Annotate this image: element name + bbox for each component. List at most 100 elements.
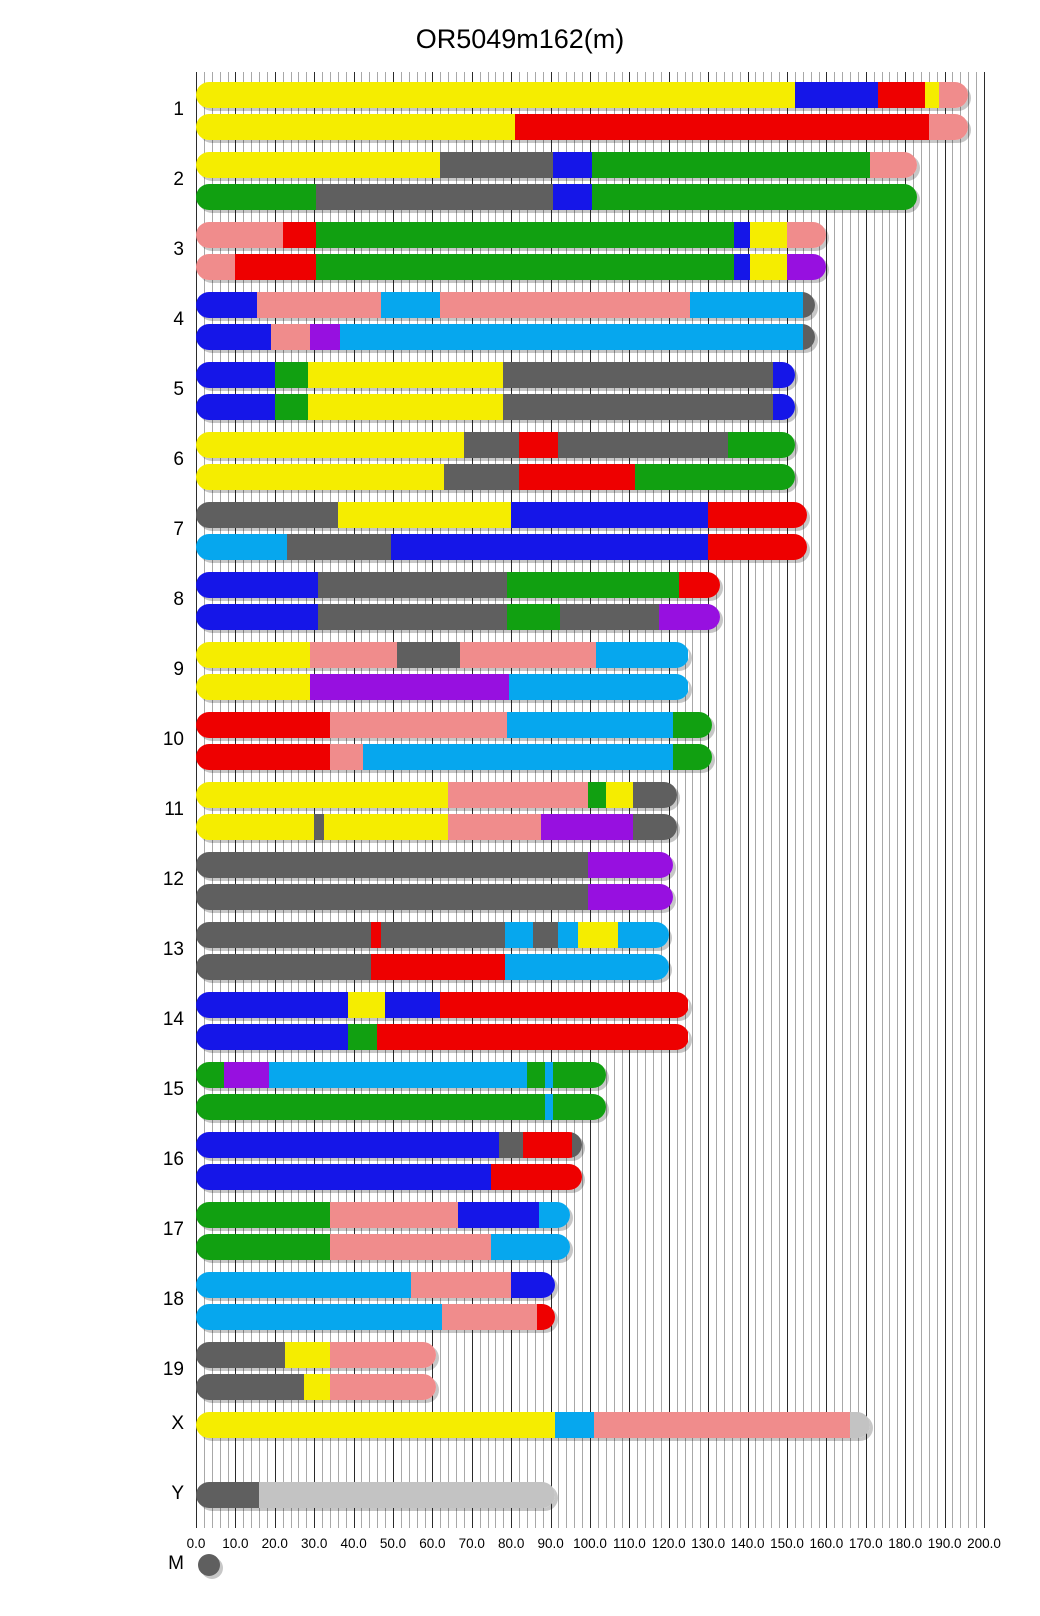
segment-green xyxy=(196,1234,330,1260)
segment-yellow xyxy=(324,814,449,840)
segment-red xyxy=(491,1164,583,1190)
gridline-minor xyxy=(716,72,718,1528)
segment-pink xyxy=(593,1412,851,1438)
segment-green xyxy=(196,1202,330,1228)
segment-gray xyxy=(196,1374,305,1400)
segment-yellow xyxy=(347,992,386,1018)
chromosome-10-hap-b xyxy=(196,744,713,770)
segment-blue xyxy=(196,604,319,630)
gridline-major xyxy=(865,72,867,1528)
segment-red xyxy=(371,922,382,948)
gridline-minor xyxy=(810,72,812,1528)
x-tick-label: 60.0 xyxy=(419,1536,446,1551)
gridline-minor xyxy=(739,72,741,1528)
chromosome-label-5: 5 xyxy=(173,379,184,400)
segment-gray xyxy=(196,922,372,948)
segment-cyan xyxy=(690,292,803,318)
gridline-major xyxy=(747,72,749,1528)
segment-blue xyxy=(391,534,709,560)
chromosome-19-hap-b xyxy=(196,1374,437,1400)
gridline-minor xyxy=(834,72,836,1528)
gridline-minor xyxy=(960,72,962,1528)
segment-gray xyxy=(318,572,508,598)
segment-yellow xyxy=(308,394,504,420)
segment-purple xyxy=(588,852,673,878)
segment-pink xyxy=(869,152,917,178)
segment-cyan xyxy=(505,954,669,980)
chromosome-6-hap-a xyxy=(196,432,795,458)
chromosome-label-15: 15 xyxy=(162,1079,184,1100)
segment-pink xyxy=(440,292,691,318)
segment-red xyxy=(708,534,807,560)
segment-gray xyxy=(572,1132,583,1158)
x-tick-label: 50.0 xyxy=(379,1536,407,1551)
segment-red xyxy=(708,502,807,528)
gridline-minor xyxy=(976,72,978,1528)
chromosome-8-hap-b xyxy=(196,604,720,630)
segment-pink xyxy=(329,712,508,738)
segment-pink xyxy=(442,1304,537,1330)
segment-green xyxy=(552,1094,606,1120)
segment-pink xyxy=(257,292,382,318)
segment-green xyxy=(635,464,795,490)
segment-cyan xyxy=(544,1062,553,1088)
page-title: OR5049m162(m) xyxy=(415,24,625,54)
chromosome-9-hap-b xyxy=(196,674,689,700)
gridline-minor xyxy=(913,72,915,1528)
segment-blue xyxy=(196,362,275,388)
segment-pink xyxy=(410,1272,512,1298)
segment-blue xyxy=(196,324,271,350)
x-tick-label: 110.0 xyxy=(613,1536,646,1551)
x-tick-label: 40.0 xyxy=(340,1536,367,1551)
segment-yellow xyxy=(337,502,512,528)
segment-gray xyxy=(444,464,520,490)
segment-yellow xyxy=(749,254,787,280)
segment-gray xyxy=(503,394,774,420)
gridline-minor xyxy=(723,72,725,1528)
segment-blue xyxy=(385,992,441,1018)
segment-blue xyxy=(196,394,275,420)
segment-green xyxy=(588,782,606,808)
gridline-minor xyxy=(920,72,922,1528)
segment-gray xyxy=(196,1342,285,1368)
gridline-minor xyxy=(857,72,859,1528)
chromosome-label-17: 17 xyxy=(162,1219,184,1240)
segment-yellow xyxy=(196,432,464,458)
chromosome-Y-hap-a xyxy=(196,1482,555,1508)
segment-cyan xyxy=(617,922,669,948)
segment-red xyxy=(235,254,317,280)
chromosome-label-9: 9 xyxy=(173,659,184,680)
segment-red xyxy=(877,82,925,108)
segment-blue xyxy=(196,572,319,598)
segment-green xyxy=(274,362,309,388)
segment-purple xyxy=(786,254,827,280)
segment-green xyxy=(274,394,309,420)
gridline-minor xyxy=(731,72,733,1528)
karyotype-plot-area xyxy=(196,72,985,1576)
segment-gray xyxy=(503,362,774,388)
segment-pink xyxy=(448,814,541,840)
segment-cyan xyxy=(595,642,689,668)
chromosome-label-8: 8 xyxy=(173,589,184,610)
chromosome-label-10: 10 xyxy=(162,729,184,750)
gridline-minor xyxy=(818,72,820,1528)
segment-gray xyxy=(314,814,325,840)
chromosome-12-hap-b xyxy=(196,884,673,910)
chromosome-2-hap-b xyxy=(196,184,917,210)
segment-gray xyxy=(558,432,728,458)
segment-pink xyxy=(329,1234,492,1260)
chromosome-19-hap-a xyxy=(196,1342,437,1368)
segment-cyan xyxy=(196,1272,411,1298)
x-tick-label: 170.0 xyxy=(848,1536,883,1551)
x-tick-label: 100.0 xyxy=(573,1536,607,1551)
x-tick-label: 20.0 xyxy=(261,1536,288,1551)
chromosome-13-hap-a xyxy=(196,922,669,948)
segment-gray xyxy=(463,432,520,458)
segment-pink xyxy=(329,1202,458,1228)
segment-green xyxy=(347,1024,378,1050)
chromosome-2-hap-a xyxy=(196,152,917,178)
segment-cyan xyxy=(268,1062,527,1088)
chromosome-label-6: 6 xyxy=(173,449,184,470)
segment-green xyxy=(526,1062,545,1088)
x-tick-label: 150.0 xyxy=(770,1536,804,1551)
